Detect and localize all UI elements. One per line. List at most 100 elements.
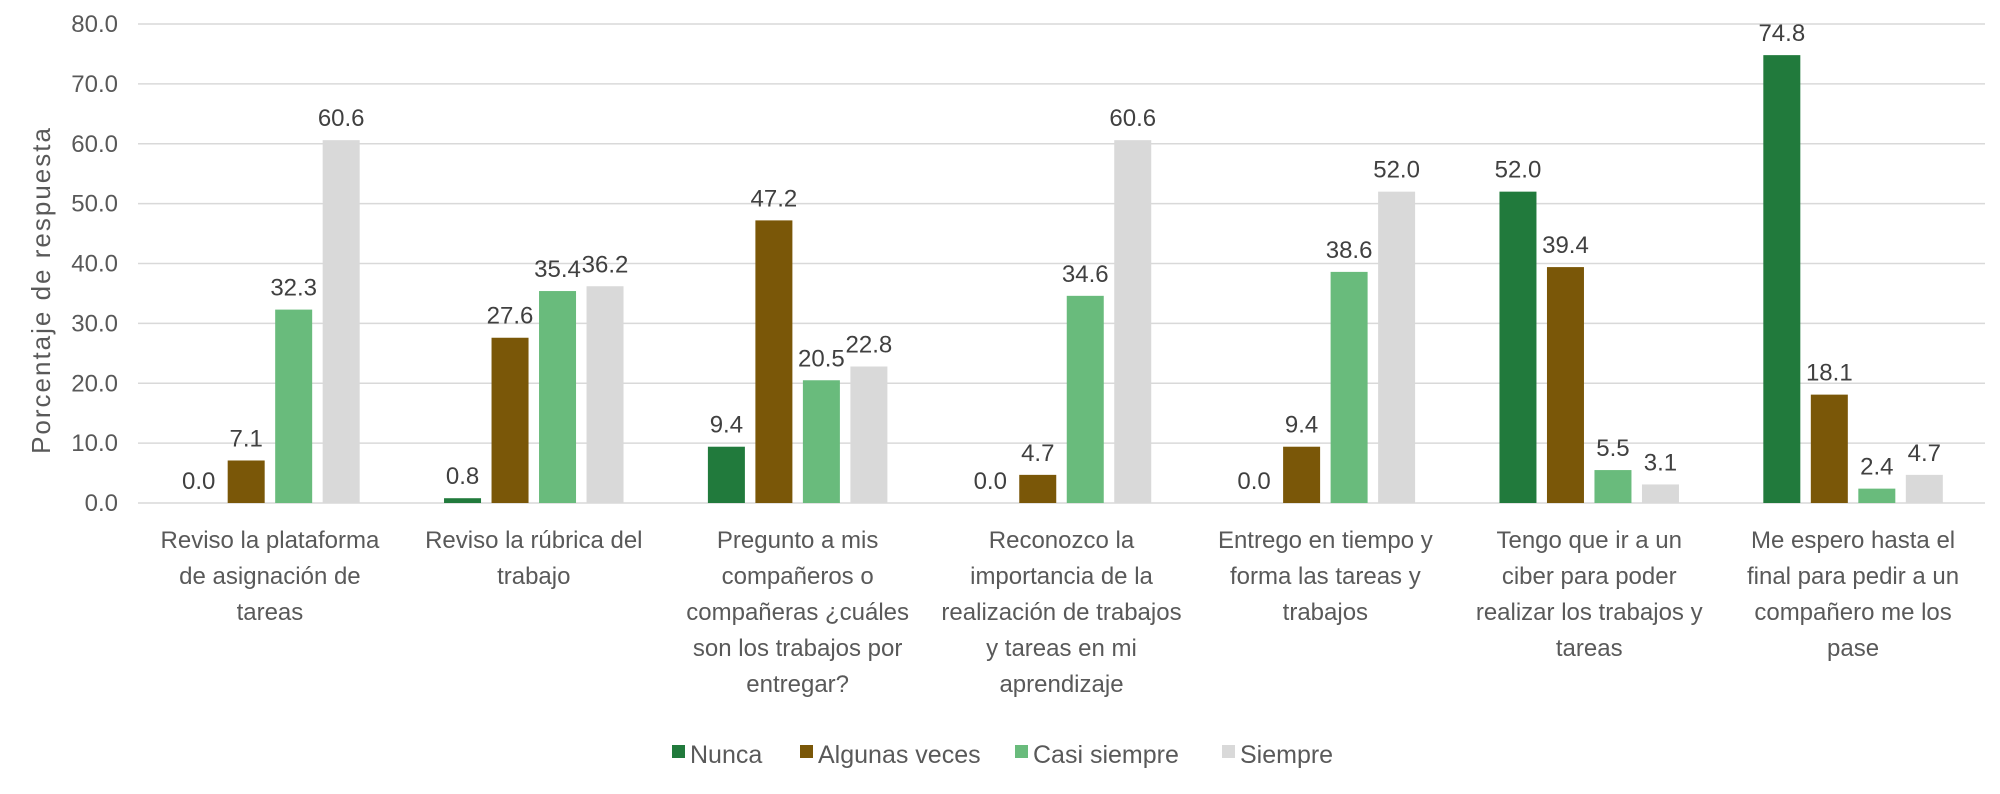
category-label: forma las tareas y bbox=[1230, 563, 1421, 590]
category-label: Tengo que ir a un bbox=[1496, 527, 1681, 554]
legend-swatch bbox=[1222, 745, 1235, 758]
legend-swatch bbox=[672, 745, 685, 758]
data-label: 52.0 bbox=[1495, 157, 1542, 184]
bar bbox=[1066, 295, 1104, 503]
data-label: 0.0 bbox=[1237, 468, 1270, 495]
data-label: 20.5 bbox=[798, 345, 845, 372]
category-label: Me espero hasta el bbox=[1751, 527, 1955, 554]
category-labels: Reviso la plataforma de asignación de tare… bbox=[161, 527, 1960, 698]
bar bbox=[1378, 191, 1416, 503]
data-labels: 0.0 0.8 9.4 0.0 0.0 52.0 74.8 7.1 27.6 47.2 4.7 9.4… bbox=[182, 20, 1941, 495]
y-tick-label: 70.0 bbox=[71, 71, 118, 98]
bar bbox=[275, 309, 313, 503]
category-label: son los trabajos por bbox=[693, 635, 902, 662]
bar bbox=[1330, 271, 1368, 503]
legend-label: Siempre bbox=[1240, 741, 1333, 769]
y-tick-label: 20.0 bbox=[71, 370, 118, 397]
data-label: 3.1 bbox=[1644, 449, 1677, 476]
category-label: pase bbox=[1827, 635, 1879, 662]
category-label: Entrego en tiempo y bbox=[1218, 527, 1433, 554]
legend-label: Nunca bbox=[690, 741, 762, 769]
category-label: aprendizaje bbox=[999, 671, 1123, 698]
category-label: Reviso la rúbrica del bbox=[425, 527, 642, 554]
bar bbox=[1019, 474, 1057, 503]
bar bbox=[850, 366, 888, 503]
data-label: 9.4 bbox=[710, 412, 743, 439]
data-label: 38.6 bbox=[1326, 237, 1373, 264]
data-label: 0.8 bbox=[446, 463, 479, 490]
data-label: 60.6 bbox=[1109, 105, 1156, 132]
data-label: 52.0 bbox=[1373, 157, 1420, 184]
category-label: y tareas en mi bbox=[986, 635, 1137, 662]
bar bbox=[1283, 446, 1321, 503]
data-label: 4.7 bbox=[1908, 440, 1941, 467]
bar bbox=[1641, 484, 1679, 503]
bar bbox=[1763, 55, 1801, 503]
category-label: final para pedir a un bbox=[1747, 563, 1959, 590]
category-label: entregar? bbox=[746, 671, 849, 698]
legend-label: Casi siempre bbox=[1033, 741, 1179, 769]
bar bbox=[1114, 140, 1152, 503]
y-tick-label: 10.0 bbox=[71, 430, 118, 457]
data-label: 36.2 bbox=[582, 251, 629, 278]
data-label: 18.1 bbox=[1806, 360, 1853, 387]
category-label: trabajos bbox=[1283, 599, 1368, 626]
bar bbox=[491, 337, 529, 503]
bar bbox=[1858, 488, 1896, 503]
data-label: 39.4 bbox=[1542, 232, 1589, 259]
category-label: tareas bbox=[237, 599, 304, 626]
y-axis-ticks: 0.0 10.0 20.0 30.0 40.0 50.0 60.0 70.0 80.0 bbox=[71, 11, 118, 517]
data-label: 22.8 bbox=[846, 331, 893, 358]
category-label: importancia de la bbox=[970, 563, 1153, 590]
legend-swatch bbox=[1015, 745, 1028, 758]
data-label: 4.7 bbox=[1021, 440, 1054, 467]
data-label: 60.6 bbox=[318, 105, 365, 132]
bar bbox=[586, 286, 624, 503]
bar bbox=[1546, 267, 1584, 503]
bar bbox=[755, 220, 793, 503]
category-label: compañero me los bbox=[1754, 599, 1951, 626]
bars bbox=[227, 55, 1943, 503]
data-label: 0.0 bbox=[974, 468, 1007, 495]
y-tick-label: 40.0 bbox=[71, 251, 118, 278]
legend: Nunca Algunas veces Casi siempre Siempre bbox=[672, 741, 1333, 769]
y-axis-title: Porcentaje de respuesta bbox=[26, 126, 56, 454]
y-tick-label: 30.0 bbox=[71, 310, 118, 337]
bar bbox=[1905, 474, 1943, 503]
bar bbox=[322, 140, 360, 503]
category-label: de asignación de bbox=[179, 563, 360, 590]
data-label: 2.4 bbox=[1860, 454, 1893, 481]
y-tick-label: 60.0 bbox=[71, 131, 118, 158]
category-label: realizar los trabajos y bbox=[1476, 599, 1703, 626]
bar bbox=[802, 380, 840, 503]
y-tick-label: 0.0 bbox=[85, 490, 118, 517]
bar bbox=[227, 460, 265, 503]
bar bbox=[1499, 191, 1537, 503]
category-label: Reviso la plataforma bbox=[161, 527, 380, 554]
category-label: trabajo bbox=[497, 563, 570, 590]
category-label: Reconozco la bbox=[989, 527, 1135, 554]
data-label: 27.6 bbox=[487, 303, 534, 330]
bar bbox=[707, 446, 745, 503]
data-label: 7.1 bbox=[229, 425, 262, 452]
bar bbox=[1594, 470, 1632, 503]
bar bbox=[539, 291, 577, 503]
category-label: realización de trabajos bbox=[941, 599, 1181, 626]
legend-label: Algunas veces bbox=[818, 741, 981, 769]
data-label: 35.4 bbox=[534, 256, 581, 283]
data-label: 0.0 bbox=[182, 468, 215, 495]
y-tick-label: 50.0 bbox=[71, 191, 118, 218]
data-label: 9.4 bbox=[1285, 412, 1318, 439]
data-label: 47.2 bbox=[751, 185, 798, 212]
category-label: compañeros o bbox=[722, 563, 874, 590]
y-tick-label: 80.0 bbox=[71, 11, 118, 38]
data-label: 34.6 bbox=[1062, 261, 1109, 288]
category-label: ciber para poder bbox=[1502, 563, 1677, 590]
category-label: tareas bbox=[1556, 635, 1623, 662]
bar bbox=[444, 498, 482, 503]
category-label: compañeras ¿cuáles bbox=[686, 599, 909, 626]
bar bbox=[1810, 394, 1848, 503]
legend-swatch bbox=[800, 745, 813, 758]
gridlines bbox=[138, 23, 1985, 504]
